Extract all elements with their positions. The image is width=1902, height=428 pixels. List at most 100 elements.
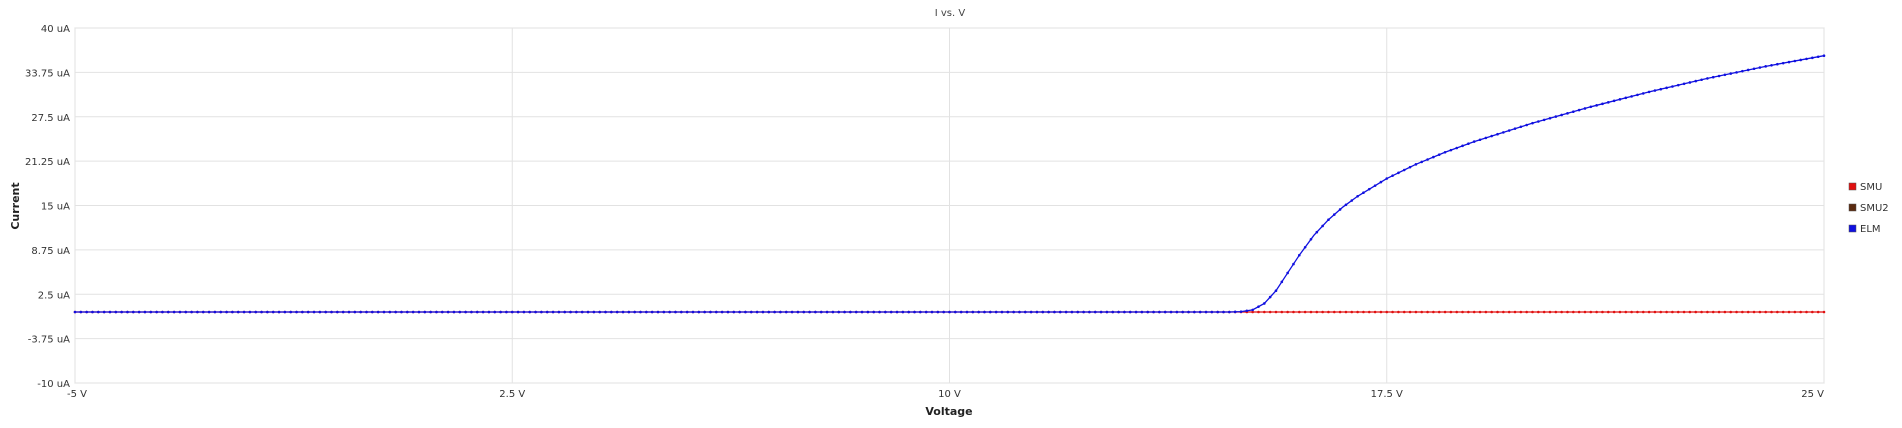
- y-tick-label: 33.75 uA: [25, 68, 70, 79]
- data-point: [1204, 310, 1208, 314]
- x-tick-label: 25 V: [1801, 389, 1824, 400]
- data-point: [621, 310, 625, 314]
- data-point: [1624, 96, 1628, 100]
- data-point: [948, 310, 951, 314]
- data-point: [1822, 54, 1826, 57]
- data-point: [1373, 310, 1377, 314]
- data-point: [878, 310, 881, 314]
- data-point: [1076, 310, 1080, 314]
- data-point: [1414, 310, 1418, 314]
- data-point: [1513, 310, 1517, 314]
- data-point: [971, 310, 975, 314]
- data-point: [1338, 310, 1342, 314]
- data-point: [1507, 310, 1511, 314]
- data-point: [1676, 83, 1680, 87]
- data-point: [1041, 310, 1045, 314]
- data-point: [1163, 310, 1167, 314]
- legend-label-smu: SMU: [1860, 182, 1882, 193]
- data-point: [1781, 310, 1785, 314]
- x-tick-label: 2.5 V: [499, 389, 525, 400]
- data-point: [1589, 310, 1593, 314]
- data-point: [1356, 194, 1359, 198]
- data-point: [330, 310, 333, 314]
- data-point: [1391, 174, 1394, 177]
- data-point: [1362, 310, 1365, 314]
- data-point: [1088, 310, 1091, 314]
- data-point: [1659, 87, 1663, 91]
- data-point: [1029, 310, 1033, 314]
- data-point: [557, 310, 561, 314]
- data-point: [919, 310, 922, 314]
- data-point: [1414, 163, 1418, 166]
- data-point: [1303, 245, 1307, 249]
- data-point: [1280, 280, 1284, 284]
- data-point: [592, 310, 596, 314]
- data-point: [1799, 58, 1802, 62]
- data-point: [1344, 203, 1348, 207]
- data-point: [1682, 310, 1686, 314]
- data-point: [1729, 310, 1733, 314]
- data-point: [1408, 165, 1412, 169]
- data-point: [1455, 146, 1459, 150]
- data-point: [1496, 310, 1499, 314]
- data-point: [306, 310, 310, 314]
- data-point: [808, 310, 811, 314]
- data-point: [336, 310, 339, 314]
- data-point: [1449, 148, 1453, 152]
- data-point: [446, 310, 450, 314]
- data-point: [1525, 310, 1528, 314]
- data-point: [755, 310, 759, 314]
- data-point: [1263, 302, 1266, 305]
- data-point: [1455, 310, 1459, 314]
- data-point: [1805, 310, 1808, 314]
- data-point: [1816, 310, 1820, 314]
- data-point: [534, 310, 537, 314]
- data-point: [1432, 155, 1435, 159]
- data-point: [1665, 86, 1668, 90]
- data-point: [1093, 310, 1097, 314]
- x-tick-label: 10 V: [938, 389, 961, 400]
- data-point: [1583, 107, 1587, 110]
- data-point: [1472, 140, 1476, 143]
- data-point: [959, 310, 963, 314]
- data-point: [977, 310, 980, 314]
- data-point: [1554, 310, 1558, 314]
- data-point: [1315, 230, 1319, 234]
- data-point: [1233, 310, 1237, 314]
- data-point: [1309, 238, 1313, 241]
- data-point: [954, 310, 957, 314]
- data-point: [1531, 121, 1534, 125]
- data-point: [1601, 102, 1604, 106]
- data-point: [1636, 93, 1639, 97]
- data-point: [1787, 310, 1791, 314]
- data-point: [1309, 310, 1313, 314]
- data-point: [470, 310, 473, 314]
- data-point: [1023, 310, 1027, 314]
- data-point: [464, 310, 467, 314]
- data-point: [1741, 310, 1744, 314]
- data-point: [1461, 310, 1464, 314]
- data-point: [1484, 136, 1488, 140]
- data-point: [615, 310, 619, 314]
- data-point: [1560, 113, 1563, 117]
- data-point: [1583, 310, 1587, 314]
- data-point: [1064, 310, 1068, 314]
- data-point: [388, 310, 392, 314]
- data-point: [1245, 309, 1249, 313]
- data-point: [1286, 310, 1289, 314]
- data-point: [1746, 310, 1750, 314]
- data-point: [1327, 310, 1330, 314]
- data-point: [1659, 310, 1663, 314]
- legend-swatch-elm: [1848, 224, 1857, 233]
- data-point: [639, 310, 642, 314]
- data-point: [1467, 142, 1470, 146]
- data-point: [1344, 310, 1348, 314]
- data-point: [1123, 310, 1126, 314]
- data-point: [184, 310, 188, 314]
- data-point: [324, 310, 327, 314]
- data-point: [656, 310, 660, 314]
- data-point: [499, 310, 502, 314]
- data-point: [1263, 310, 1266, 314]
- data-point: [1053, 310, 1056, 314]
- data-point: [137, 310, 141, 314]
